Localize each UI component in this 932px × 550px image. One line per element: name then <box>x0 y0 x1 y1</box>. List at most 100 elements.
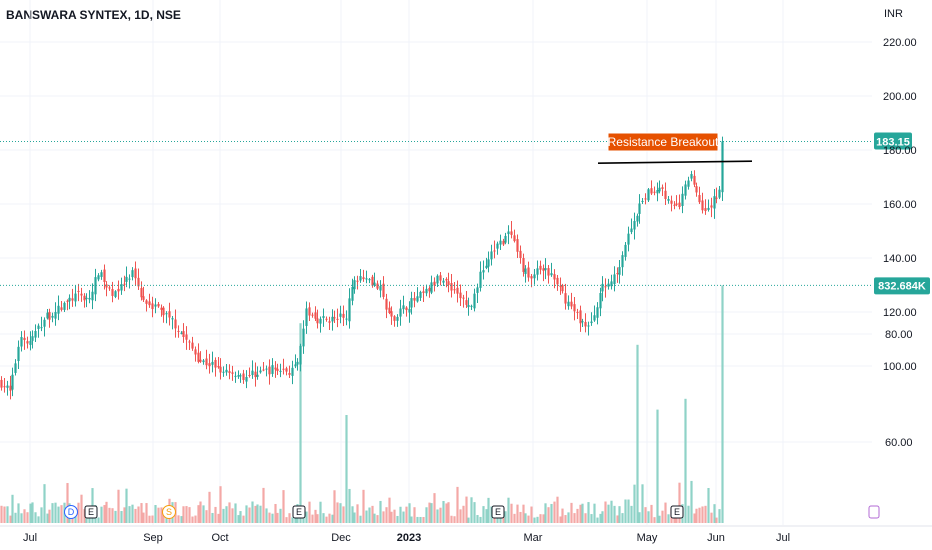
volume-bar <box>274 503 277 523</box>
candle-body <box>51 315 54 318</box>
candle-body <box>539 265 542 270</box>
volume-bar <box>140 503 143 523</box>
candle-body <box>46 312 49 319</box>
candle-body <box>248 375 251 377</box>
candle-body <box>85 297 88 299</box>
volume-bar <box>285 517 288 523</box>
volume-bar <box>621 513 624 523</box>
volume-bar <box>684 398 687 523</box>
volume-bar <box>217 513 220 523</box>
volume-bar <box>199 501 202 523</box>
candle-body <box>177 330 180 332</box>
candle-body <box>345 318 348 320</box>
candle-body <box>567 301 570 307</box>
volume-bar <box>456 486 459 523</box>
volume-bar <box>658 515 661 523</box>
volume-bar <box>6 506 9 523</box>
candle-body <box>319 318 322 324</box>
volume-bar <box>339 503 342 523</box>
candle-body <box>279 370 282 372</box>
volume-bar <box>26 512 29 523</box>
candle-body <box>94 277 97 295</box>
last-volume-tag <box>874 277 930 295</box>
volume-bar <box>268 512 271 523</box>
candle-body <box>510 231 513 235</box>
candle-body <box>485 265 488 269</box>
volume-bar <box>442 500 445 523</box>
volume-bar <box>276 512 279 523</box>
candle-body <box>405 307 408 311</box>
candle-body <box>353 280 356 290</box>
volume-bar <box>351 506 354 523</box>
candle-body <box>496 243 499 249</box>
candle-body <box>673 204 676 206</box>
volume-bar <box>416 516 419 523</box>
candle-body <box>48 312 51 320</box>
candle-body <box>88 297 91 300</box>
volume-bar <box>638 512 641 523</box>
volume-bar <box>527 515 530 523</box>
candle-body <box>428 288 431 292</box>
candle-body <box>299 345 302 365</box>
time-tick-label: Mar <box>524 532 543 544</box>
candle-body <box>91 291 94 301</box>
candle-body <box>314 312 317 319</box>
volume-bar <box>636 344 639 523</box>
candle-body <box>23 337 26 341</box>
price-tick-label: 200.00 <box>883 91 917 103</box>
volume-bars <box>0 285 724 523</box>
candle-body <box>296 361 299 365</box>
candle-body <box>447 281 450 285</box>
candle-body <box>698 195 701 203</box>
volume-bar <box>590 514 593 523</box>
candle-body <box>185 334 188 340</box>
volume-bar <box>698 507 701 523</box>
candle-body <box>610 281 613 287</box>
volume-bar <box>111 508 114 523</box>
volume-bar <box>0 505 3 523</box>
volume-bar <box>613 505 616 523</box>
volume-bar <box>211 512 214 523</box>
volume-bar <box>368 507 371 523</box>
volume-bar <box>656 409 659 523</box>
candle-body <box>390 311 393 317</box>
volume-bar <box>142 512 145 523</box>
candle-body <box>533 274 536 279</box>
candle-body <box>670 200 673 204</box>
candle-body <box>613 274 616 284</box>
volume-bar <box>40 507 43 523</box>
volume-bar <box>242 515 245 523</box>
volume-bar <box>542 514 545 523</box>
candle-body <box>382 283 385 297</box>
volume-bar <box>390 511 393 523</box>
volume-bar <box>208 491 211 523</box>
overlays: 183.15 832.684K Resistance Breakout D E S E E E <box>0 132 930 519</box>
candle-body <box>470 305 473 307</box>
volume-bar <box>314 509 317 523</box>
candle-body <box>416 296 419 302</box>
volume-bar <box>85 517 88 523</box>
volume-bar <box>265 508 268 523</box>
candle-body <box>151 303 154 310</box>
candle-body <box>174 319 177 329</box>
candle-body <box>294 364 297 367</box>
volume-bar <box>248 507 251 523</box>
candle-body <box>282 368 285 370</box>
earnings-event-marker <box>670 505 684 519</box>
price-tick-label: 100.00 <box>883 361 917 373</box>
candle-body <box>66 300 69 302</box>
candle-body <box>684 184 687 196</box>
candle-body <box>336 318 339 320</box>
volume-bar <box>342 506 345 523</box>
candle-body <box>34 330 37 338</box>
volume-tick-label: 60.00 <box>885 437 913 449</box>
candle-body <box>493 250 496 252</box>
volume-bar <box>46 513 49 523</box>
volume-bar <box>425 507 428 523</box>
candle-body <box>157 303 160 307</box>
volume-bar <box>362 489 365 523</box>
volume-bar <box>356 504 359 523</box>
event-marker-letter: E <box>296 507 302 517</box>
currency-label: INR <box>884 8 903 20</box>
